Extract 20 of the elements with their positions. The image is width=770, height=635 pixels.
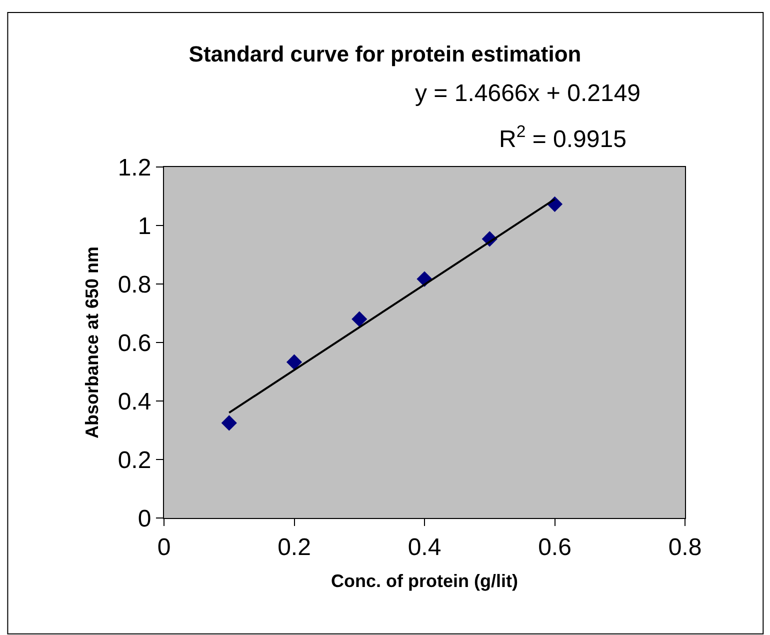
y-axis-title: Absorbance at 650 nm	[82, 246, 102, 439]
point	[221, 415, 237, 431]
x-tick-label: 0	[157, 534, 171, 561]
x-tick-label: 0.4	[408, 534, 442, 561]
text: y = 1.4666x + 0.2149	[415, 80, 641, 107]
point	[352, 311, 368, 327]
y-tick-label: 0.2	[118, 446, 152, 474]
y-tick-label: 0.6	[118, 330, 152, 357]
x-tick-label: 0.8	[668, 534, 702, 561]
x-tick-label: 0.2	[278, 534, 311, 561]
y-tick-label: 0.4	[118, 388, 152, 416]
y-tick-label: 1	[138, 212, 152, 240]
x-tick-label: 0.6	[538, 534, 572, 561]
chart-title: Standard curve for protein estimation	[188, 42, 582, 67]
point	[286, 354, 302, 370]
x-axis-title: Conc. of protein (g/lit)	[331, 570, 518, 591]
y-tick-label: 1.2	[118, 154, 152, 182]
text: R$^{2}$ = 0.9915	[499, 122, 626, 154]
y-tick-label: 0.8	[118, 271, 152, 298]
y-tick-label: 0	[138, 505, 152, 532]
